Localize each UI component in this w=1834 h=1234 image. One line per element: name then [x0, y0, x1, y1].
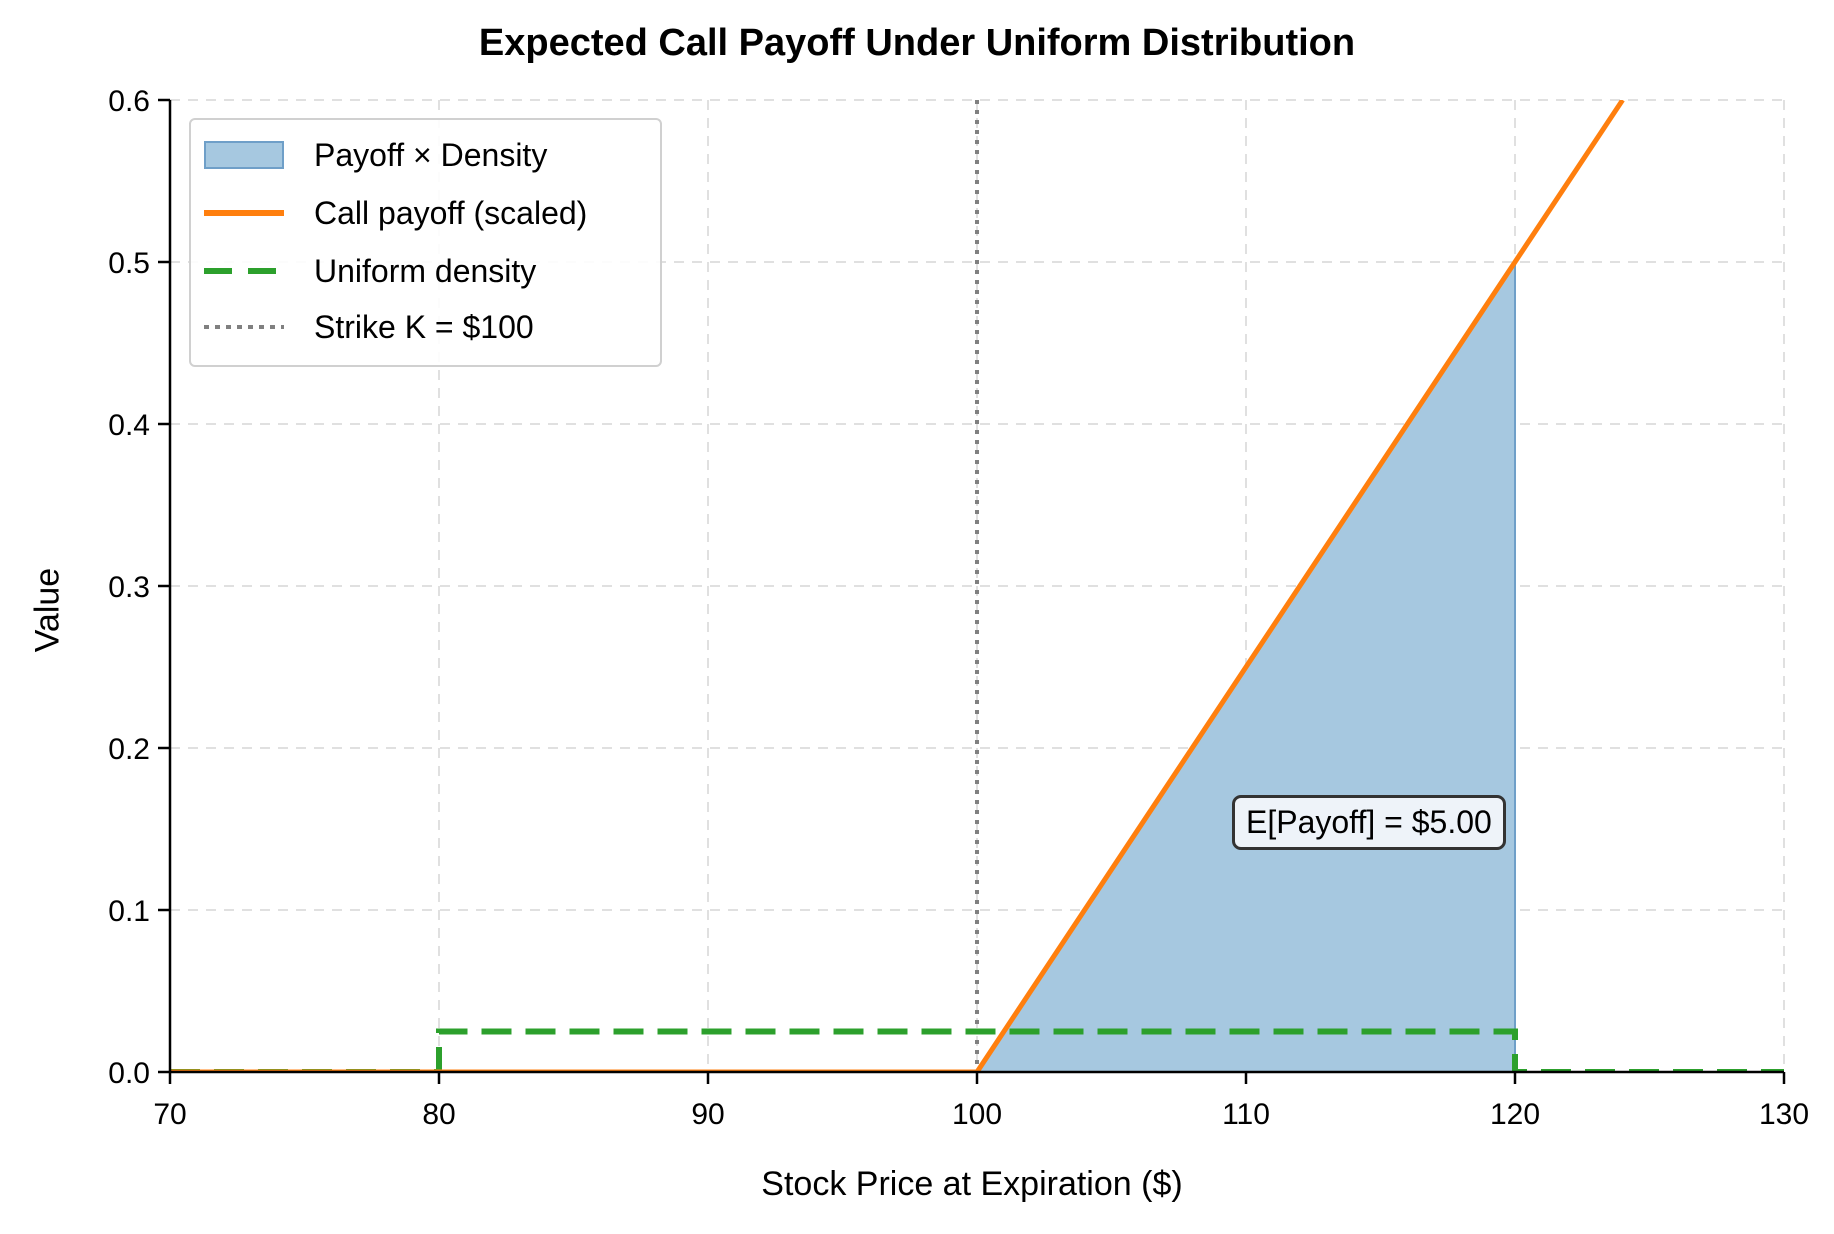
svg-text:70: 70	[153, 1098, 186, 1131]
dashed-line-icon	[204, 257, 284, 285]
svg-text:0.5: 0.5	[108, 247, 150, 280]
chart-title: Expected Call Payoff Under Uniform Distr…	[478, 22, 1356, 64]
solid-line-icon	[204, 199, 284, 227]
svg-text:90: 90	[691, 1098, 724, 1131]
svg-text:0.6: 0.6	[108, 85, 150, 118]
legend-label: Payoff × Density	[314, 136, 548, 173]
svg-text:100: 100	[952, 1098, 1002, 1131]
legend-item-uniform-density: Uniform density	[191, 246, 536, 296]
fill-swatch-icon	[204, 141, 284, 169]
legend-item-payoff-density: Payoff × Density	[191, 130, 547, 180]
svg-text:110: 110	[1222, 1098, 1270, 1131]
legend-item-strike: Strike K = $100	[191, 302, 534, 352]
legend-label: Call payoff (scaled)	[314, 194, 588, 231]
dotted-line-icon	[204, 313, 284, 341]
svg-text:0.1: 0.1	[108, 895, 150, 928]
svg-text:0.3: 0.3	[108, 571, 150, 604]
svg-text:120: 120	[1490, 1098, 1540, 1131]
legend: Payoff × Density Call payoff (scaled) Un…	[189, 118, 662, 367]
svg-text:0.2: 0.2	[108, 733, 150, 766]
svg-text:80: 80	[422, 1098, 455, 1131]
svg-text:130: 130	[1759, 1098, 1809, 1131]
legend-item-call-payoff: Call payoff (scaled)	[191, 188, 587, 238]
svg-text:0.0: 0.0	[108, 1057, 150, 1090]
legend-label: Uniform density	[314, 252, 537, 289]
x-axis-label: Stock Price at Expiration ($)	[761, 1165, 1183, 1203]
expected-payoff-annotation: E[Payoff] = $5.00	[1232, 795, 1506, 850]
svg-text:0.4: 0.4	[108, 409, 150, 442]
legend-label: Strike K = $100	[314, 308, 534, 345]
y-axis-label: Value	[28, 567, 67, 653]
